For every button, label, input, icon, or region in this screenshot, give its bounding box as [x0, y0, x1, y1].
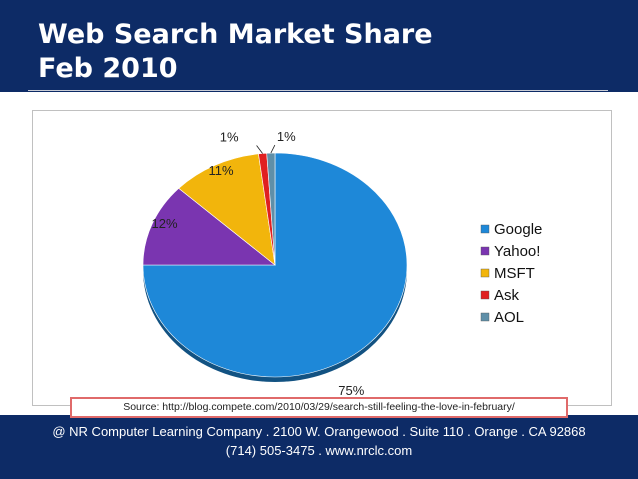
- legend-label-aol: AOL: [494, 309, 524, 326]
- legend-label-ask: Ask: [494, 287, 520, 304]
- legend-swatch-ask: [480, 290, 490, 300]
- leader-line-ask: [256, 145, 263, 154]
- title-divider: [28, 90, 608, 91]
- source-citation: Source: http://blog.compete.com/2010/03/…: [70, 397, 568, 418]
- pie-slice-msft: [178, 153, 276, 266]
- leader-line-aol: [270, 144, 276, 154]
- slide-title-line2: Feb 2010: [38, 53, 178, 84]
- pie-chart: 75% 12% 11% 1% 1% Google Yahoo! MSFT Ask AOL: [142, 129, 542, 398]
- legend-swatch-google: [480, 224, 490, 234]
- footer: @ NR Computer Learning Company . 2100 W.…: [0, 418, 638, 460]
- slide-title-line1: Web Search Market Share: [38, 19, 433, 50]
- legend-swatch-msft: [480, 268, 490, 278]
- legend-label-msft: MSFT: [494, 265, 535, 282]
- data-label-aol: 1%: [277, 129, 296, 144]
- data-label-yahoo: 12%: [152, 216, 178, 231]
- legend-swatch-yahoo: [480, 246, 490, 256]
- legend-swatch-aol: [480, 312, 490, 322]
- footer-address: @ NR Computer Learning Company . 2100 W.…: [52, 424, 586, 439]
- footer-contact: (714) 505-3475 . www.nrclc.com: [225, 443, 413, 458]
- pie-slice-yahoo: [142, 187, 276, 266]
- legend-label-yahoo: Yahoo!: [494, 243, 540, 260]
- chart-frame: 75% 12% 11% 1% 1% Google Yahoo! MSFT Ask AOL: [32, 110, 612, 406]
- pie-slice-google: [142, 152, 408, 378]
- slide-title: Web Search Market Share Feb 2010: [38, 18, 433, 86]
- data-label-google: 75%: [338, 383, 364, 398]
- data-label-msft: 11%: [209, 163, 234, 178]
- legend-label-google: Google: [494, 221, 542, 238]
- data-label-ask: 1%: [220, 129, 239, 144]
